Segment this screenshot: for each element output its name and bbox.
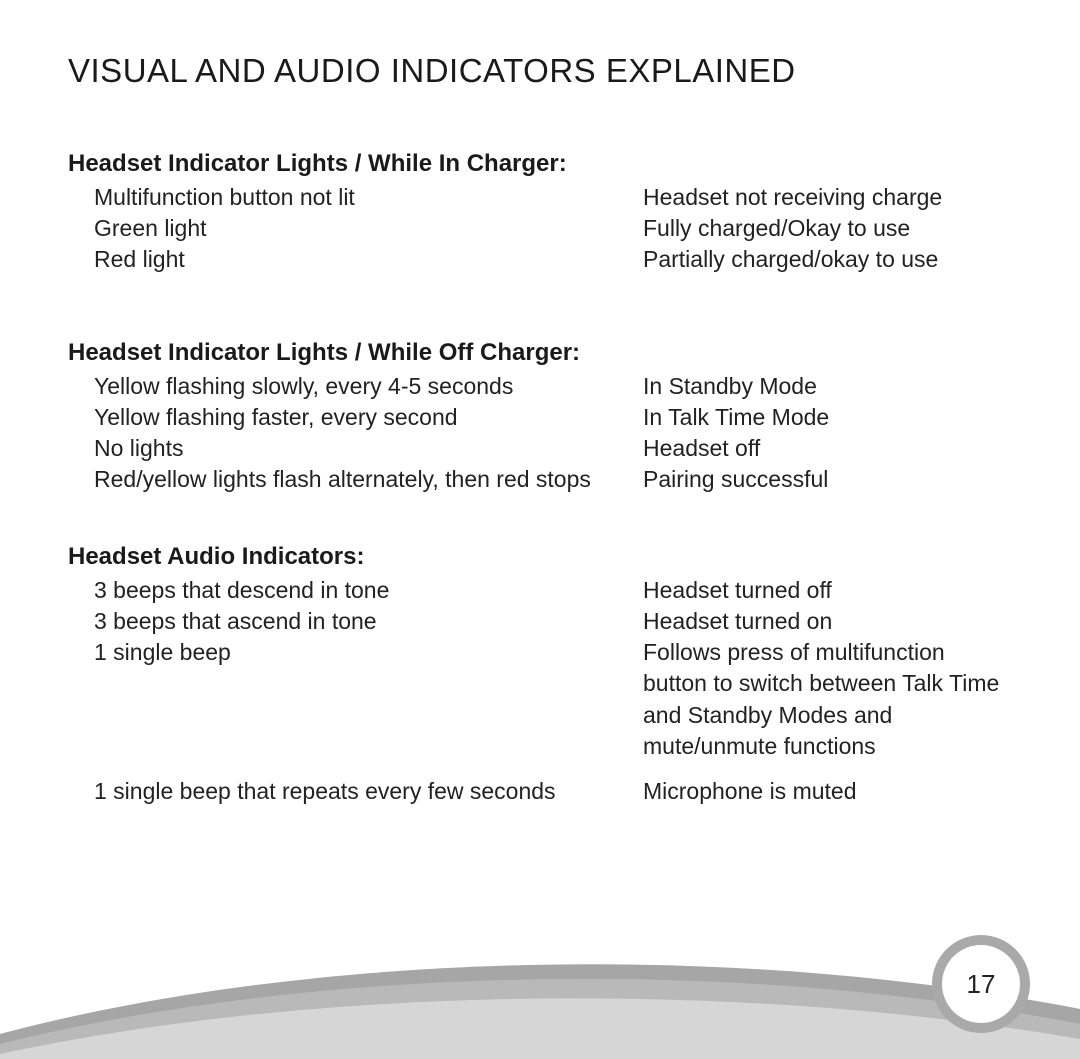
section-in-charger: Headset Indicator Lights / While In Char…	[68, 150, 1012, 275]
meaning-cell: Headset turned off	[643, 575, 1012, 606]
meaning-cell: Headset off	[643, 433, 1012, 464]
indicator-cell: Yellow flashing faster, every second	[68, 402, 643, 433]
indicator-cell: 3 beeps that descend in tone	[68, 575, 643, 606]
table-row: Red/yellow lights flash alternately, the…	[68, 464, 1012, 495]
table-row: 3 beeps that descend in tone Headset tur…	[68, 575, 1012, 606]
table-row: Multifunction button not lit Headset not…	[68, 182, 1012, 213]
meaning-cell: Pairing successful	[643, 464, 1012, 495]
manual-page: VISUAL AND AUDIO INDICATORS EXPLAINED He…	[0, 0, 1080, 807]
section-heading: Headset Audio Indicators:	[68, 543, 1012, 571]
table-row: 3 beeps that ascend in tone Headset turn…	[68, 606, 1012, 637]
section-audio-indicators: Headset Audio Indicators: 3 beeps that d…	[68, 543, 1012, 806]
indicator-cell: Red light	[68, 244, 643, 275]
indicator-cell: No lights	[68, 433, 643, 464]
indicator-cell: 1 single beep that repeats every few sec…	[68, 776, 643, 807]
indicator-cell: Multifunction button not lit	[68, 182, 643, 213]
indicator-cell: Yellow flashing slowly, every 4-5 second…	[68, 371, 643, 402]
page-title: VISUAL AND AUDIO INDICATORS EXPLAINED	[68, 52, 1012, 90]
swoosh-band-dark	[0, 964, 1080, 1059]
meaning-cell: In Talk Time Mode	[643, 402, 1012, 433]
meaning-cell: Partially charged/okay to use	[643, 244, 1012, 275]
meaning-cell: Headset turned on	[643, 606, 1012, 637]
section-off-charger: Headset Indicator Lights / While Off Cha…	[68, 339, 1012, 495]
table-row: Green light Fully charged/Okay to use	[68, 213, 1012, 244]
swoosh-band-mid	[0, 979, 1080, 1059]
meaning-cell: Headset not receiving charge	[643, 182, 1012, 213]
indicator-cell: Red/yellow lights flash alternately, the…	[68, 464, 643, 495]
meaning-cell: Follows press of multifunction button to…	[643, 637, 1012, 761]
table-row: 1 single beep Follows press of multifunc…	[68, 637, 1012, 761]
footer-swoosh-icon	[0, 899, 1080, 1059]
swoosh-band-light	[0, 998, 1080, 1059]
section-heading: Headset Indicator Lights / While In Char…	[68, 150, 1012, 178]
page-number: 17	[967, 969, 996, 1000]
table-row: Yellow flashing slowly, every 4-5 second…	[68, 371, 1012, 402]
table-row: Red light Partially charged/okay to use	[68, 244, 1012, 275]
section-heading: Headset Indicator Lights / While Off Cha…	[68, 339, 1012, 367]
table-row: 1 single beep that repeats every few sec…	[68, 776, 1012, 807]
indicator-cell: Green light	[68, 213, 643, 244]
page-number-badge: 17	[942, 945, 1020, 1023]
meaning-cell: Fully charged/Okay to use	[643, 213, 1012, 244]
indicator-cell: 3 beeps that ascend in tone	[68, 606, 643, 637]
meaning-cell: Microphone is muted	[643, 776, 1012, 807]
indicator-cell: 1 single beep	[68, 637, 643, 761]
table-row: Yellow flashing faster, every second In …	[68, 402, 1012, 433]
table-row: No lights Headset off	[68, 433, 1012, 464]
meaning-cell: In Standby Mode	[643, 371, 1012, 402]
